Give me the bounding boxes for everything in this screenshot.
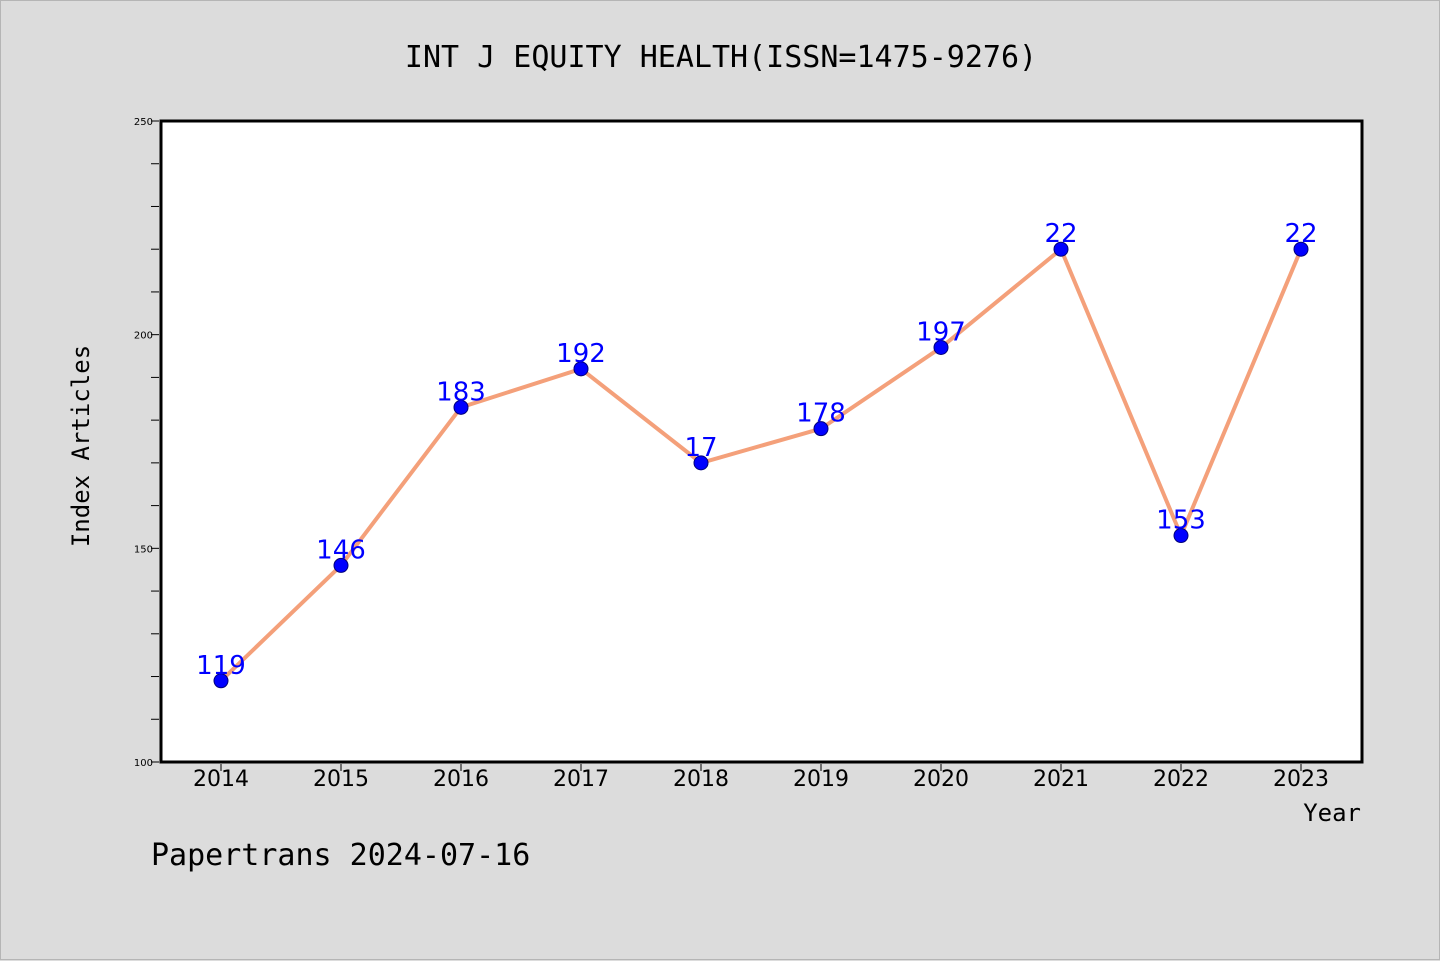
data-label: 183: [436, 377, 486, 407]
series-polyline: [219, 245, 1303, 683]
data-point: [453, 399, 469, 415]
y-tick-label: 100: [134, 758, 153, 769]
data-label: 178: [796, 399, 846, 429]
x-tick-label: 2022: [1153, 767, 1209, 792]
x-tick-label: 2014: [193, 767, 249, 792]
data-label: 22: [1044, 219, 1077, 249]
data-label: 153: [1156, 506, 1206, 536]
x-tick-label: 2016: [433, 767, 489, 792]
x-tick-label: 2017: [553, 767, 609, 792]
x-axis: 2014 2015 2016 2017 2018 2019 2020 2021 2022 2023: [193, 764, 1329, 792]
x-tick-label: 2018: [673, 767, 729, 792]
data-point: [333, 557, 349, 573]
data-point: [213, 673, 229, 689]
y-tick-label: 250: [134, 117, 153, 128]
x-tick-label: 2019: [793, 767, 849, 792]
x-tick-label: 2020: [913, 767, 969, 792]
footer-credit: Papertrans 2024-07-16: [151, 838, 530, 873]
data-point: [573, 361, 589, 377]
x-tick-label: 2015: [313, 767, 369, 792]
data-point: [933, 339, 949, 355]
data-point: [693, 455, 709, 471]
plot-area: [159, 119, 1364, 764]
data-label: 119: [196, 651, 246, 681]
data-label: 197: [916, 317, 966, 347]
data-label: 146: [316, 535, 366, 565]
markers: [213, 241, 1309, 689]
data-label: 22: [1284, 219, 1317, 249]
data-point: [1293, 241, 1309, 257]
y-tick-label: 150: [134, 544, 153, 555]
y-axis: 100 150 200 250: [134, 117, 159, 769]
x-axis-label: Year: [1303, 799, 1361, 827]
data-label: 17: [684, 433, 717, 463]
data-point: [813, 421, 829, 437]
data-label: 192: [556, 339, 606, 369]
data-labels: 119 146 183 192 17 178 197 22 153 22: [196, 219, 1317, 681]
data-point: [1053, 241, 1069, 257]
x-tick-label: 2021: [1033, 767, 1089, 792]
data-point: [1173, 528, 1189, 544]
x-tick-label: 2023: [1273, 767, 1329, 792]
series-line: [219, 245, 1303, 683]
y-tick-label: 200: [134, 331, 153, 342]
chart-title: INT J EQUITY HEALTH(ISSN=1475-9276): [405, 40, 1037, 75]
y-axis-label: Index Articles: [67, 345, 95, 547]
